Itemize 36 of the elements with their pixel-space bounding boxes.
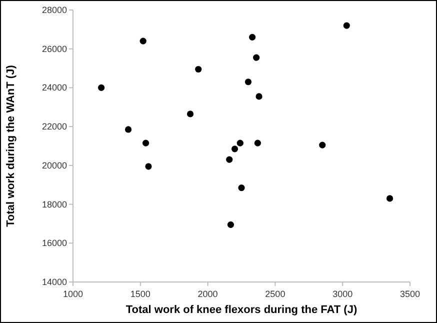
y-tick-label: 22000: [42, 122, 67, 132]
point: [248, 34, 256, 40]
point: [343, 22, 350, 29]
x-tick-label: 1000: [62, 289, 84, 299]
point: [231, 146, 238, 152]
point: [256, 93, 262, 100]
point: [253, 54, 260, 61]
point: [124, 126, 132, 133]
y-tick-label: 26000: [42, 44, 67, 54]
y-tick-label: 18000: [42, 199, 67, 210]
point: [98, 84, 105, 92]
point: [145, 163, 152, 170]
point: [244, 78, 252, 86]
y-tick-label: 20000: [42, 160, 67, 170]
y-tick-label: 24000: [42, 82, 67, 93]
point: [226, 156, 233, 163]
y-tick-label: 28000: [42, 5, 67, 15]
y-tick-label: 16000: [42, 238, 67, 248]
y-tick-label: 14000: [42, 277, 67, 287]
x-tick-label: 1500: [130, 289, 150, 299]
x-tick-label: 3000: [332, 289, 353, 299]
point: [140, 38, 146, 44]
point: [186, 110, 194, 118]
point: [195, 66, 202, 73]
x-tick-label: 2000: [198, 289, 218, 299]
point: [236, 140, 244, 146]
point: [238, 184, 245, 192]
point: [227, 221, 234, 228]
point: [142, 140, 150, 146]
y-axis-title: Total work during the WAnT (J): [5, 64, 17, 227]
x-axis-title: Total work of knee flexors during the FAT (J): [126, 304, 358, 316]
point: [254, 140, 261, 146]
x-tick-label: 3500: [400, 289, 420, 299]
x-tick-label: 2500: [265, 289, 286, 299]
point: [386, 195, 394, 202]
point: [319, 142, 326, 148]
